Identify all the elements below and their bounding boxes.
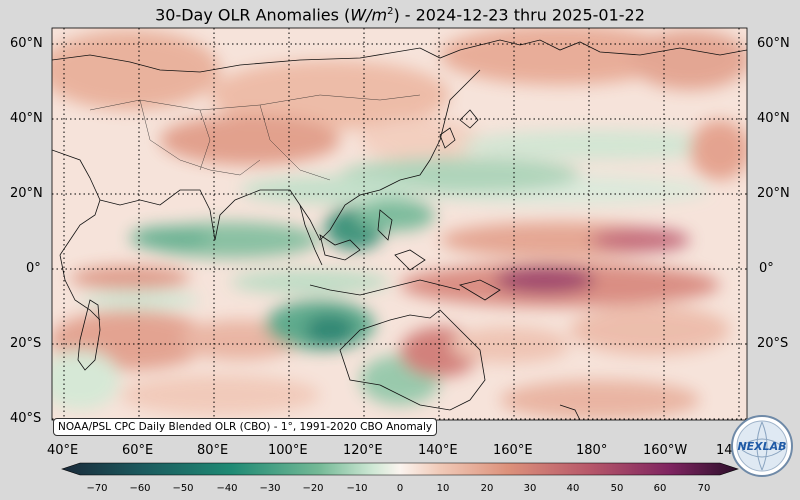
- lon-label: 120°E: [343, 443, 383, 458]
- colorbar: [61, 462, 739, 476]
- colorbar-tick: 10: [436, 483, 450, 494]
- lon-label: 80°E: [197, 443, 229, 458]
- colorbar-tick: −70: [86, 483, 108, 494]
- lat-label-right: 60°N: [757, 36, 790, 51]
- colorbar-tick: 30: [523, 483, 537, 494]
- colorbar-tick: 0: [396, 483, 404, 494]
- colorbar-tick: 20: [480, 483, 494, 494]
- colorbar-tick: 40: [566, 483, 580, 494]
- colorbar-tick: −60: [129, 483, 151, 494]
- lat-label-right: 0°: [759, 261, 774, 276]
- colorbar-tick: 60: [653, 483, 667, 494]
- colorbar-tick: −20: [302, 483, 324, 494]
- lon-label: 40°E: [47, 443, 79, 458]
- lat-label-left: 20°N: [10, 186, 43, 201]
- colorbar-tick: −30: [259, 483, 281, 494]
- lon-label: 160°W: [643, 443, 688, 458]
- colorbar-tick: −10: [346, 483, 368, 494]
- lat-label-left: 40°S: [10, 411, 42, 426]
- lat-label-left: 40°N: [10, 111, 43, 126]
- lat-label-right: 20°S: [757, 336, 789, 351]
- map-title: 30-Day OLR Anomalies (W/m2) - 2024-12-23…: [155, 5, 645, 25]
- lat-label-left: 20°S: [10, 336, 42, 351]
- lon-label: 100°E: [268, 443, 308, 458]
- nexlab-logo-icon: NEXLAB: [731, 415, 793, 477]
- colorbar-tick: −50: [172, 483, 194, 494]
- colorbar-tick: −40: [216, 483, 238, 494]
- lon-label: 180°: [576, 443, 608, 458]
- lon-label: 60°E: [122, 443, 154, 458]
- lon-label: 140°E: [418, 443, 458, 458]
- colorbar-tick: 50: [610, 483, 624, 494]
- lat-label-right: 20°N: [757, 186, 790, 201]
- colorbar-tick: 70: [697, 483, 711, 494]
- data-source-credit: NOAA/PSL CPC Daily Blended OLR (CBO) - 1…: [53, 418, 438, 436]
- lat-label-left: 0°: [26, 261, 41, 276]
- svg-text:NEXLAB: NEXLAB: [737, 440, 786, 453]
- lon-label: 160°E: [493, 443, 533, 458]
- anomaly-field: [52, 28, 747, 420]
- coastlines: [52, 39, 747, 420]
- lat-label-left: 60°N: [10, 36, 43, 51]
- lat-label-right: 40°N: [757, 111, 790, 126]
- borders: [89, 94, 421, 181]
